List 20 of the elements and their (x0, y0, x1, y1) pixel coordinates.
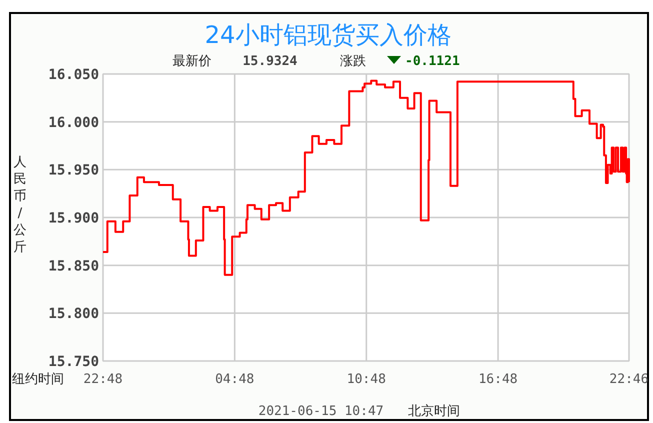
y-axis-title: 人民币/公斤 (14, 155, 26, 255)
text: 最新价 (172, 54, 212, 69)
text: 北京时间 (408, 404, 460, 419)
text: 涨跌 (340, 54, 366, 69)
x-tick-label: 16:48 (478, 372, 518, 387)
x-tick-label: 22:48 (83, 372, 123, 387)
y-tick-label: 15.750 (48, 354, 99, 370)
y-tick-label: 16.050 (48, 67, 99, 83)
y-tick-label: 15.900 (48, 210, 99, 226)
y-tick-label: 16.000 (48, 114, 99, 131)
text: 2021-06-15 10:47 (258, 404, 384, 419)
y-tick-label: 15.800 (48, 306, 99, 322)
text: 纽约时间 (12, 372, 64, 387)
text: 15.9324 (242, 54, 298, 69)
chart-title: 24小时铝现货买入价格 (204, 21, 452, 49)
text: -0.1121 (405, 54, 460, 69)
y-tick-label: 15.950 (48, 162, 99, 179)
y-tick-label: 15.850 (48, 258, 99, 274)
x-tick-label: 04:48 (215, 372, 254, 387)
x-tick-label: 10:48 (346, 372, 386, 387)
